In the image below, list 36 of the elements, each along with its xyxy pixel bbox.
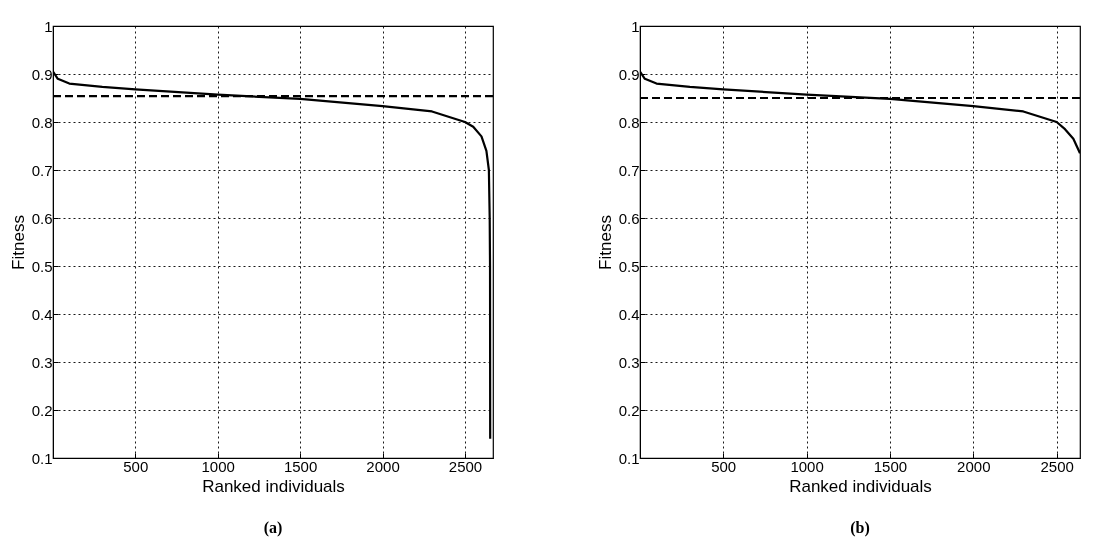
y-tick-label: 0.8: [31, 113, 53, 131]
y-tick-label: 0.5: [618, 257, 640, 275]
x-axis-title: Ranked individuals: [202, 476, 345, 496]
y-tick-label: 0.2: [618, 401, 640, 419]
y-tick-label: 0.9: [618, 65, 640, 83]
y-tick-label: 1: [631, 17, 640, 35]
y-tick-label: 0.6: [618, 209, 640, 227]
y-axis-title: Fitness: [595, 215, 615, 270]
y-axis-title: Fitness: [8, 215, 28, 270]
y-tick-label: 1: [44, 17, 53, 35]
y-tick-label: 0.9: [31, 65, 53, 83]
y-tick-label: 0.8: [618, 113, 640, 131]
y-tick-label: 0.6: [31, 209, 53, 227]
y-tick-label: 0.1: [31, 449, 53, 467]
x-tick-label: 2500: [448, 457, 483, 475]
x-tick-label: 2000: [957, 457, 991, 475]
x-tick-label: 2500: [1040, 457, 1074, 475]
y-tick-label: 0.5: [31, 257, 53, 275]
y-tick-label: 0.2: [31, 401, 53, 419]
x-tick-label: 2000: [366, 457, 400, 475]
x-tick-label: 1000: [201, 457, 235, 475]
text: (b): [850, 519, 870, 537]
x-tick-label: 1000: [790, 457, 824, 475]
y-tick-label: 0.3: [618, 353, 640, 371]
x-tick-label: 500: [123, 457, 149, 475]
x-axis-title: Ranked individuals: [789, 476, 932, 496]
y-tick-label: 0.4: [618, 305, 640, 323]
x-tick-label: 1500: [873, 457, 908, 475]
y-tick-label: 0.3: [31, 353, 53, 371]
y-tick-label: 0.7: [618, 161, 640, 179]
y-tick-label: 0.4: [31, 305, 53, 323]
text: (a): [263, 519, 283, 537]
y-tick-label: 0.7: [31, 161, 53, 179]
x-tick-label: 1500: [283, 457, 318, 475]
x-tick-label: 500: [711, 457, 737, 475]
y-tick-label: 0.1: [618, 449, 640, 467]
